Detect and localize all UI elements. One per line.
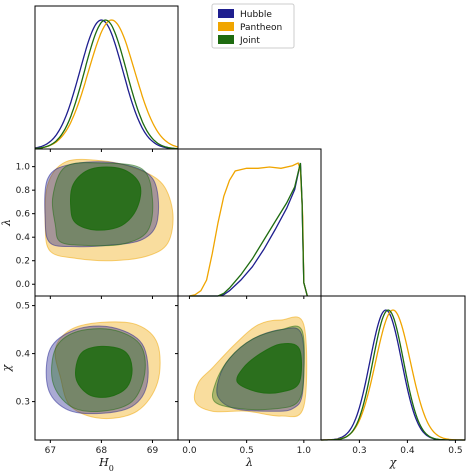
x-tick-label-H0: 69	[147, 446, 159, 456]
marginal-lambda-joint	[189, 162, 308, 297]
y-tick-label-lambda: 0.4	[16, 233, 31, 243]
x-axis-label-h0-sub: 0	[109, 464, 114, 473]
x-tick-label-chi: 0.5	[448, 446, 462, 456]
x-axis-label-lambda: λ	[245, 456, 253, 469]
y-tick-label-lambda: 0.8	[16, 186, 31, 196]
legend-label-joint: Joint	[239, 36, 260, 46]
marginal-chi-pantheon	[321, 309, 465, 441]
x-tick-label-chi: 0.4	[400, 446, 415, 456]
y-tick-label-chi: 0.4	[16, 350, 31, 360]
x-tick-label-lambda: 0.5	[239, 446, 253, 456]
y-tick-label-chi: 0.3	[16, 398, 30, 408]
legend-swatch-hubble	[218, 9, 234, 18]
legend-swatch-joint	[218, 35, 234, 44]
y-axis-label-lambda: λ	[0, 219, 13, 227]
legend: Hubble Pantheon Joint	[211, 3, 295, 49]
marginal-chi-hubble	[321, 309, 465, 441]
x-axis-label-h0: H0	[98, 456, 114, 473]
panel-lambda-marginal	[177, 148, 322, 297]
x-tick-label-H0: 67	[45, 446, 56, 456]
legend-label-hubble: Hubble	[240, 10, 272, 20]
y-tick-label-lambda: 1.0	[16, 163, 31, 173]
marginal-lambda-pantheon	[189, 162, 308, 297]
x-tick-label-lambda: 1.0	[297, 446, 312, 456]
x-tick-label-chi: 0.3	[352, 446, 366, 456]
panel-chi-marginal	[320, 295, 466, 441]
marginal-H0-pantheon	[34, 19, 179, 150]
legend-label-pantheon: Pantheon	[240, 23, 282, 33]
contour-H0_chi-joint-68	[75, 345, 133, 398]
panel-h0-marginal	[34, 5, 179, 150]
x-axis-label-chi: χ	[389, 456, 398, 469]
y-tick-label-chi: 0.5	[16, 302, 30, 312]
marginal-chi-joint	[321, 309, 465, 441]
x-tick-label-lambda: 0.0	[182, 446, 197, 456]
legend-swatch-pantheon	[218, 22, 234, 31]
marginal-H0-joint	[34, 19, 179, 150]
contour-lambda_chi-joint-68	[236, 342, 303, 394]
y-tick-label-lambda: 0.2	[16, 257, 30, 267]
y-tick-label-lambda: 0.6	[16, 210, 31, 220]
x-tick-label-H0: 68	[96, 446, 108, 456]
y-tick-label-lambda: 0.0	[16, 280, 31, 290]
y-axis-label-chi: χ	[0, 363, 13, 372]
x-axis-label-h0-main: H	[98, 456, 109, 469]
contour-H0_lambda-joint-68	[69, 166, 142, 231]
